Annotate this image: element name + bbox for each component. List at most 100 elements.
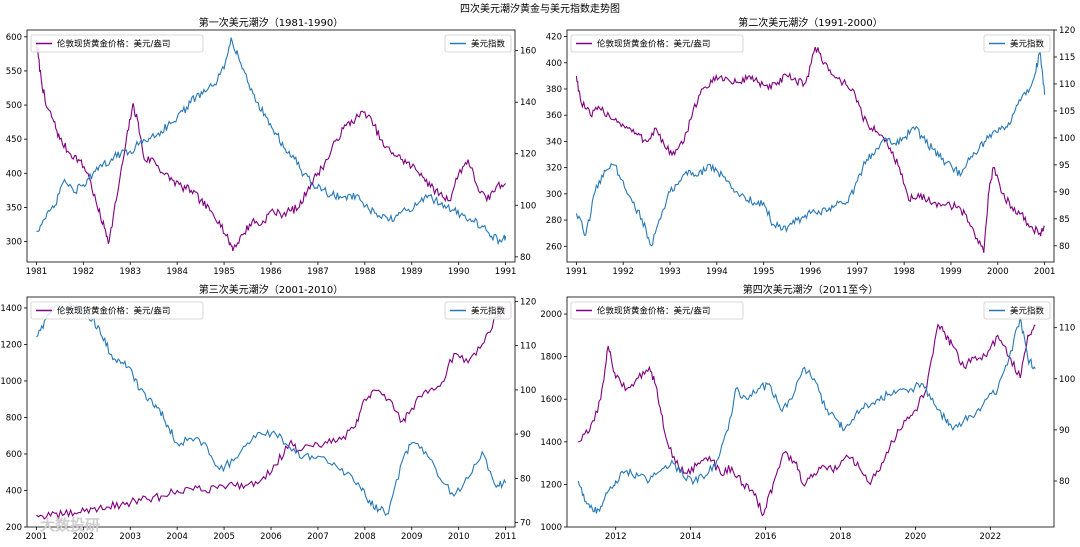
x-tick-label: 1995 (753, 267, 775, 277)
y-left-tick-label: 300 (546, 190, 562, 200)
x-tick-label: 2007 (307, 532, 329, 542)
y-right-tick-label: 85 (1059, 215, 1070, 225)
y-left-tick-label: 1000 (540, 523, 562, 533)
y-left-tick-label: 450 (6, 135, 22, 145)
legend-label-usd-index: 美元指数 (1010, 306, 1045, 317)
y-left-tick-label: 400 (546, 59, 562, 69)
y-left-tick-label: 260 (546, 242, 562, 252)
chart-panel-3: 第三次美元潮汐（2001-2010） 2001 2002 2003 2004 2005 20… (0, 283, 536, 542)
x-tick-label: 1998 (893, 267, 915, 277)
y-right-tick-label: 160 (520, 47, 536, 57)
legend-box (444, 301, 512, 320)
series-line-gold (36, 307, 507, 520)
x-tick-label: 1982 (72, 267, 94, 277)
y-right-tick-label: 140 (520, 98, 536, 108)
chart-panel-1: 第一次美元潮汐（1981-1990） 1981 1982 1983 1984 1985 19… (6, 16, 536, 277)
watermark: 大数投研 (40, 516, 100, 534)
y-left-tick-label: 1800 (540, 353, 562, 363)
legend-label-gold: 伦敦现货黄金价格：美元/盎司 (57, 306, 170, 317)
y-right-tick-label: 90 (1059, 188, 1070, 198)
x-tick-label: 2004 (166, 532, 188, 542)
panel-title: 第四次美元潮汐（2011至今） (743, 283, 878, 296)
x-tick-label: 2020 (905, 532, 927, 542)
x-tick-label: 1996 (800, 267, 822, 277)
y-left-tick-label: 340 (546, 137, 562, 147)
x-tick-label: 1994 (706, 267, 728, 277)
series-line-gold (578, 323, 1036, 517)
legend-box (983, 301, 1051, 320)
y-right-tick-label: 120 (520, 150, 536, 160)
x-tick-label: 2002 (72, 532, 94, 542)
x-tick-label: 2010 (448, 532, 470, 542)
y-left-tick-label: 1200 (0, 340, 22, 350)
series-line-usd-index (575, 51, 1046, 247)
legend-gold: 伦敦现货黄金价格：美元/盎司 (30, 34, 204, 53)
x-tick-label: 2011 (495, 532, 517, 542)
y-right-tick-label: 120 (1059, 26, 1075, 36)
y-left-tick-label: 400 (6, 169, 22, 179)
y-right-tick-label: 80 (520, 474, 531, 484)
y-right-tick-label: 120 (520, 297, 536, 307)
series-line-usd-index (36, 37, 507, 246)
x-tick-label: 1988 (354, 267, 376, 277)
x-tick-label: 1983 (119, 267, 141, 277)
x-tick-label: 2009 (401, 532, 423, 542)
legend-usd-index: 美元指数 (983, 301, 1051, 320)
legend-gold: 伦敦现货黄金价格：美元/盎司 (30, 301, 204, 320)
x-tick-label: 1999 (940, 267, 962, 277)
y-left-tick-label: 320 (546, 164, 562, 174)
legend-usd-index: 美元指数 (983, 34, 1051, 53)
x-tick-label: 2006 (260, 532, 282, 542)
legend-gold: 伦敦现货黄金价格：美元/盎司 (570, 34, 744, 53)
x-tick-label: 1984 (166, 267, 188, 277)
panel-title: 第二次美元潮汐（1991-2000） (738, 16, 883, 29)
y-left-tick-label: 800 (6, 413, 22, 423)
y-left-tick-label: 280 (546, 216, 562, 226)
y-left-tick-label: 200 (6, 523, 22, 533)
y-right-tick-label: 90 (520, 430, 531, 440)
legend-gold: 伦敦现货黄金价格：美元/盎司 (570, 301, 744, 320)
y-right-tick-label: 105 (1059, 107, 1075, 117)
y-right-tick-label: 100 (1059, 134, 1075, 144)
legend-label-gold: 伦敦现货黄金价格：美元/盎司 (597, 306, 710, 317)
y-left-tick-label: 500 (6, 101, 22, 111)
y-left-tick-label: 550 (6, 67, 22, 77)
figure-title: 四次美元潮汐黄金与美元指数走势图 (460, 2, 620, 15)
y-right-tick-label: 80 (1059, 477, 1070, 487)
legend-usd-index: 美元指数 (444, 34, 512, 53)
series-line-usd-index (36, 302, 507, 517)
plot-frame (26, 29, 516, 263)
y-left-tick-label: 1600 (540, 395, 562, 405)
y-right-tick-label: 70 (520, 519, 531, 529)
y-left-tick-label: 600 (6, 33, 22, 43)
panels: 第一次美元潮汐（1981-1990） 1981 1982 1983 1984 1985 19… (0, 16, 1075, 542)
panel-title: 第一次美元潮汐（1981-1990） (199, 16, 344, 29)
y-left-tick-label: 1200 (540, 480, 562, 490)
plot-frame (566, 296, 1055, 528)
legend-label-usd-index: 美元指数 (1010, 39, 1045, 50)
y-left-tick-label: 1400 (0, 304, 22, 314)
legend-label-gold: 伦敦现货黄金价格：美元/盎司 (57, 39, 170, 50)
x-tick-label: 1993 (659, 267, 681, 277)
x-tick-label: 2022 (979, 532, 1001, 542)
y-left-tick-label: 420 (546, 33, 562, 43)
legend-box (570, 34, 744, 53)
x-tick-label: 2018 (830, 532, 852, 542)
y-right-tick-label: 100 (520, 386, 536, 396)
y-right-tick-label: 80 (1059, 242, 1070, 252)
series-line-gold (35, 43, 506, 252)
x-tick-label: 1991 (495, 267, 517, 277)
y-right-tick-label: 115 (1059, 53, 1075, 63)
x-tick-label: 2001 (26, 532, 48, 542)
y-right-tick-label: 110 (1059, 324, 1075, 334)
x-tick-label: 1992 (612, 267, 634, 277)
legend-label-usd-index: 美元指数 (471, 306, 506, 317)
legend-box (30, 34, 204, 53)
y-right-tick-label: 110 (1059, 80, 1075, 90)
x-tick-label: 2001 (1034, 267, 1056, 277)
chart-panel-2: 第二次美元潮汐（1991-2000） 1991 1992 1993 1994 1995 19… (546, 16, 1075, 277)
x-tick-label: 2000 (987, 267, 1009, 277)
x-tick-label: 2008 (354, 532, 376, 542)
legend-label-usd-index: 美元指数 (471, 39, 506, 50)
y-right-tick-label: 90 (1059, 426, 1070, 436)
